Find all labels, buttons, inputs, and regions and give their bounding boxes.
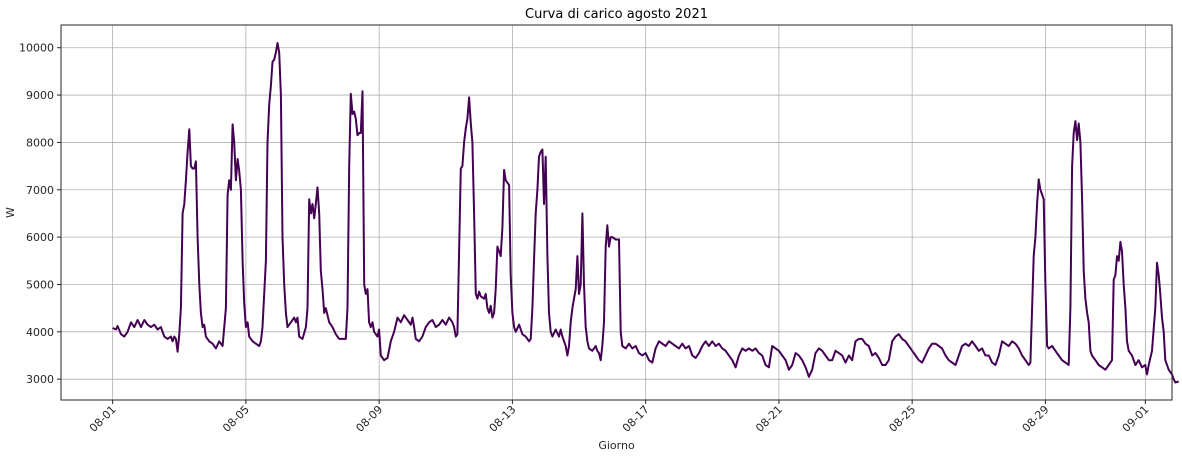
y-tick-label: 7000 — [26, 184, 54, 197]
y-axis: 3000 4000 5000 6000 7000 8000 9000 10000 — [19, 42, 61, 386]
load-series-line — [112, 42, 1179, 384]
y-tick-label: 10000 — [19, 42, 54, 55]
grid — [61, 25, 1172, 400]
plot-area — [112, 42, 1179, 384]
chart-title: Curva di carico agosto 2021 — [525, 7, 708, 22]
x-axis-label: Giorno — [598, 439, 635, 452]
y-tick-label: 8000 — [26, 136, 54, 149]
y-axis-label: W — [4, 207, 17, 218]
y-tick-label: 4000 — [26, 326, 54, 339]
y-tick-label: 5000 — [26, 278, 54, 291]
y-tick-label: 9000 — [26, 89, 54, 102]
y-tick-label: 6000 — [26, 231, 54, 244]
y-tick-label: 3000 — [26, 373, 54, 386]
axes-frame — [60, 24, 1173, 401]
